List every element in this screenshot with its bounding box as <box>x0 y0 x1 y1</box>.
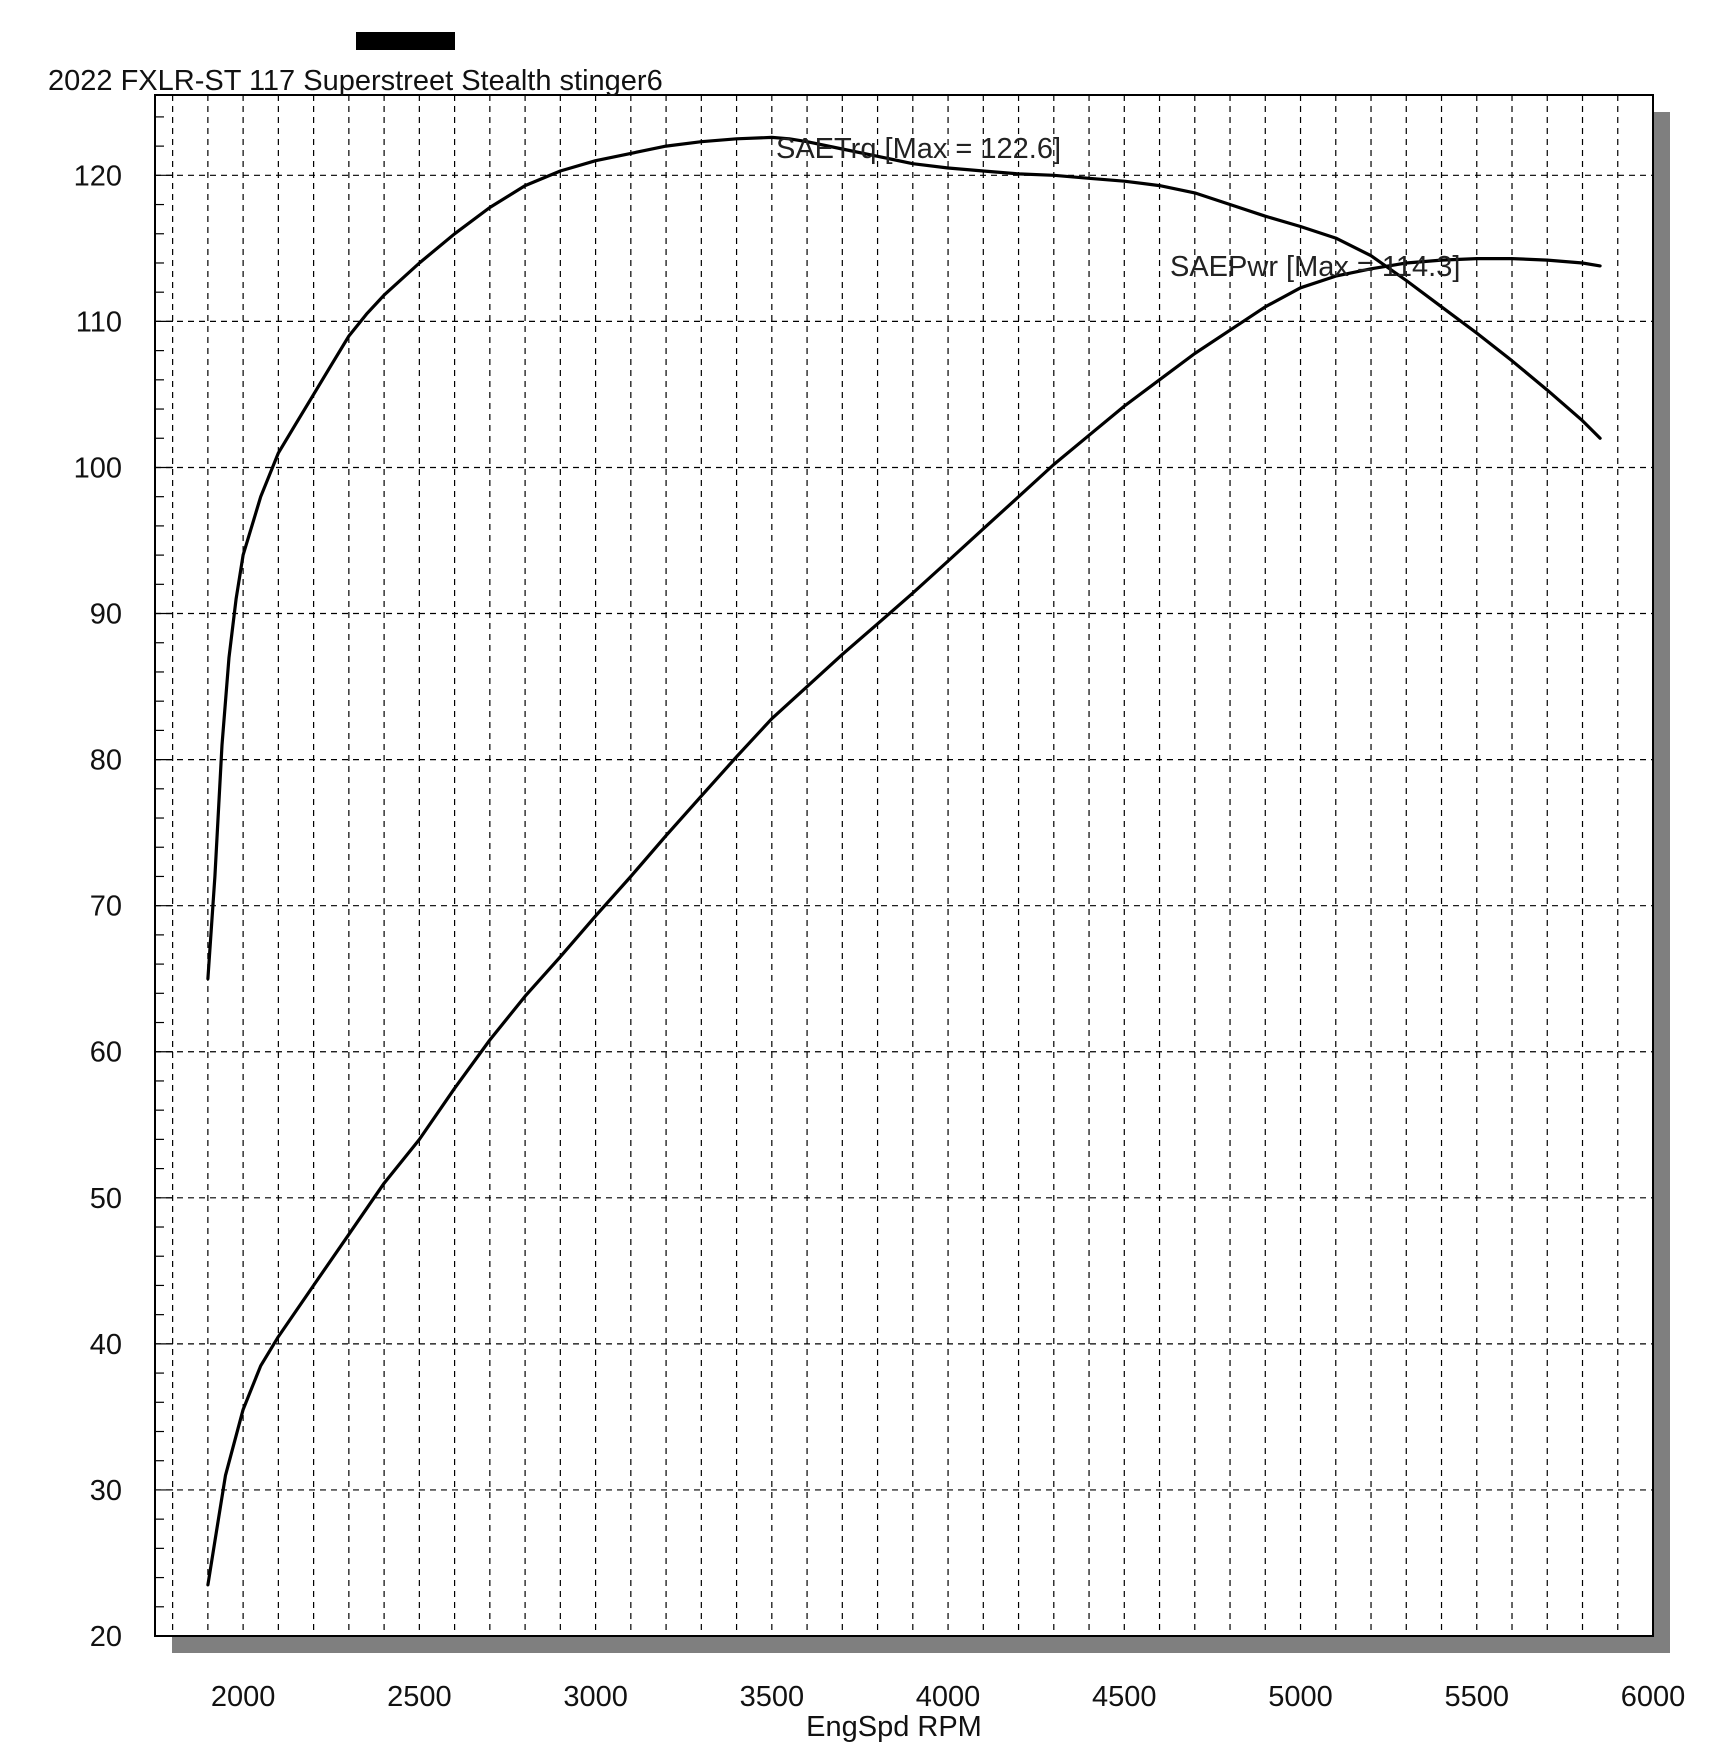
y-tick-label: 100 <box>74 452 122 484</box>
chart-title: 2022 FXLR-ST 117 Superstreet Stealth sti… <box>48 65 663 97</box>
x-tick-label: 6000 <box>1621 1681 1686 1713</box>
power-line <box>206 257 1602 1587</box>
y-tick-label: 110 <box>76 306 122 338</box>
y-tick-label: 90 <box>90 599 122 631</box>
y-tick-label: 50 <box>90 1183 122 1215</box>
x-axis-label: EngSpd RPM <box>806 1711 982 1743</box>
x-tick-label: 4500 <box>1092 1681 1157 1713</box>
header-bar <box>356 32 455 50</box>
y-tick-label: 80 <box>90 745 122 777</box>
y-tick-label: 60 <box>90 1037 122 1069</box>
x-tick-label: 3000 <box>563 1681 628 1713</box>
y-minor-ticks <box>155 116 173 1637</box>
power-annotation: SAEPwr [Max = 114.3] <box>1170 251 1460 283</box>
x-tick-label: 4000 <box>916 1681 981 1713</box>
x-tick-label: 5000 <box>1268 1681 1333 1713</box>
x-tick-label: 5500 <box>1445 1681 1510 1713</box>
y-tick-label: 20 <box>90 1621 122 1653</box>
y-tick-label: 120 <box>74 160 122 192</box>
y-tick-labels: 20 30 40 50 60 70 80 90 100 110 120 <box>74 160 122 1653</box>
x-tick-label: 2500 <box>387 1681 452 1713</box>
y-tick-label: 40 <box>90 1329 122 1361</box>
torque-line <box>206 135 1602 981</box>
vertical-gridlines <box>172 95 1619 1636</box>
horizontal-gridlines <box>155 174 1653 1637</box>
y-tick-label: 30 <box>90 1475 122 1507</box>
series-lines <box>206 135 1602 1587</box>
x-tick-labels: 2000 2500 3000 3500 4000 4500 5000 5500 6000 <box>211 1681 1685 1713</box>
plot-area <box>154 94 1654 1637</box>
torque-annotation: SAETrq [Max = 122.6] <box>776 133 1061 165</box>
x-tick-label: 2000 <box>211 1681 276 1713</box>
x-tick-label: 3500 <box>740 1681 805 1713</box>
y-tick-label: 70 <box>90 891 122 923</box>
